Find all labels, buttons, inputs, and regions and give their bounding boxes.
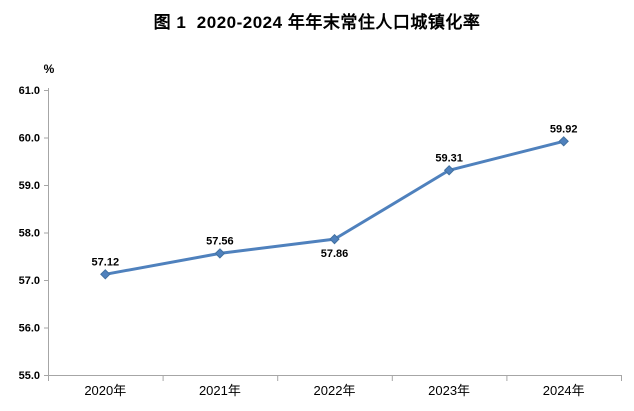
x-tick-label: 2021年 xyxy=(199,383,241,398)
data-point-marker xyxy=(443,165,455,176)
data-point-label: 57.56 xyxy=(206,235,234,247)
y-tick-label: 58.0 xyxy=(19,228,40,240)
data-point-label: 57.12 xyxy=(92,256,120,268)
data-point-marker xyxy=(329,233,340,245)
x-tick-label: 2020年 xyxy=(84,383,126,398)
data-point-label: 57.86 xyxy=(321,248,349,260)
x-tick-label: 2024年 xyxy=(543,383,585,398)
data-point-marker xyxy=(558,136,569,147)
data-point-label: 59.31 xyxy=(435,152,463,164)
x-tick-label: 2023年 xyxy=(428,383,470,398)
chart-title: 图 1 2020-2024 年年末常住人口城镇化率 xyxy=(153,13,481,32)
y-tick-label: 56.0 xyxy=(19,323,40,335)
x-tick-label: 2022年 xyxy=(314,383,356,398)
y-tick-label: 60.0 xyxy=(19,133,40,145)
data-point-marker xyxy=(214,248,226,259)
y-tick-label: 55.0 xyxy=(19,370,40,382)
y-axis-unit-label: % xyxy=(44,62,55,76)
data-point-label: 59.92 xyxy=(550,123,578,135)
data-point-marker xyxy=(100,269,111,280)
y-tick-label: 57.0 xyxy=(19,275,40,287)
y-tick-label: 61.0 xyxy=(19,85,40,97)
y-tick-label: 59.0 xyxy=(19,180,40,192)
